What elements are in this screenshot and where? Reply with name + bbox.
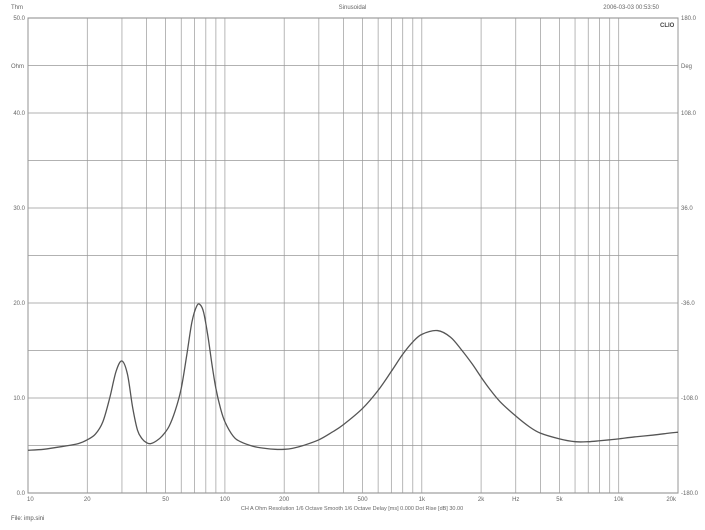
y-tick-label: 40.0 xyxy=(13,111,25,117)
x-axis-tick-labels: 10 20 50 100 200 500 1k 2k Hz 5k 10k 20k xyxy=(27,497,677,503)
y-tick-label: 50.0 xyxy=(13,16,25,22)
horizontal-gridlines xyxy=(28,65,678,446)
x-tick-label: 5k xyxy=(556,497,563,503)
y-tick-label: 30.0 xyxy=(13,206,25,212)
impedance-trace xyxy=(27,303,679,451)
header-title: Sinusoidal xyxy=(338,5,367,11)
header-left-text: Thm xyxy=(11,5,23,11)
file-label: File: imp.sini xyxy=(11,516,45,522)
x-tick-label: 100 xyxy=(220,497,231,503)
settings-line: CH A Ohm Resolution 1/6 Octave Smooth 1/… xyxy=(241,506,463,512)
x-tick-label: 20 xyxy=(84,497,91,503)
y-tick-label: 20.0 xyxy=(13,301,25,307)
y2-tick-label: 108.0 xyxy=(681,111,697,117)
y2-tick-label: 180.0 xyxy=(681,16,697,22)
y2-tick-label: -36.0 xyxy=(681,301,695,307)
x-tick-label: 20k xyxy=(666,497,677,503)
x-tick-label: 2k xyxy=(478,497,485,503)
y2-tick-label: -108.0 xyxy=(681,396,699,402)
x-tick-label: Hz xyxy=(512,497,519,503)
right-unit-label: Deg xyxy=(681,64,692,70)
x-tick-label: 10k xyxy=(614,497,625,503)
y2-tick-label: -180.0 xyxy=(681,491,699,497)
clio-badge-box xyxy=(658,20,677,29)
y-tick-label: 10.0 xyxy=(13,396,25,402)
y-tick-label: 0.0 xyxy=(17,491,26,497)
x-tick-label: 10 xyxy=(27,497,34,503)
y-axis-tick-labels: 0.0 10.0 20.0 30.0 40.0 50.0 xyxy=(13,16,25,497)
x-tick-label: 200 xyxy=(279,497,290,503)
x-tick-label: 1k xyxy=(419,497,426,503)
y2-axis-tick-labels: -180.0 -108.0 -36.0 36.0 108.0 180.0 xyxy=(681,16,699,497)
clio-badge: CLIO xyxy=(660,23,675,29)
header-timestamp: 2006-03-03 00:53:50 xyxy=(603,5,659,11)
x-tick-label: 500 xyxy=(358,497,369,503)
y2-tick-label: 36.0 xyxy=(681,206,693,212)
x-tick-label: 50 xyxy=(162,497,169,503)
left-unit-label: Ohm xyxy=(11,64,24,70)
